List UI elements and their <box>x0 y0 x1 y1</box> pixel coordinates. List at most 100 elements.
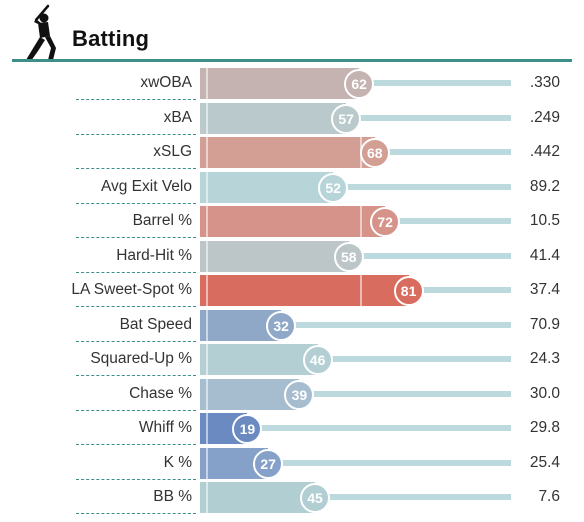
stat-value: 7.6 <box>538 488 560 505</box>
percentile-badge: 72 <box>370 207 401 237</box>
stat-value: 89.2 <box>529 177 560 195</box>
stat-label: LA Sweet-Spot % <box>71 281 192 298</box>
bar-gridline <box>206 102 208 134</box>
stat-row: Bat Speed 32 70.9 <box>0 308 584 343</box>
percentile-track <box>200 390 511 397</box>
percentile-track <box>200 356 511 362</box>
stat-label: Bat Speed <box>119 315 192 333</box>
bar-gridline <box>360 275 362 306</box>
percentile-bar <box>200 275 409 306</box>
percentile-bar <box>200 68 360 99</box>
stat-value: 10.5 <box>529 212 560 229</box>
percentile-track <box>200 494 511 500</box>
row-divider <box>76 375 196 376</box>
stat-row: xBA 57 .249 <box>0 101 584 136</box>
row-divider <box>76 133 196 135</box>
percentile-bar <box>200 171 334 203</box>
bar-gridline <box>206 206 208 237</box>
percentile-bar <box>200 240 349 272</box>
stat-row: Squared-Up % 46 24.3 <box>0 342 584 377</box>
row-divider <box>76 202 196 204</box>
row-divider <box>76 513 196 514</box>
stat-label: Avg Exit Velo <box>100 177 192 195</box>
percentile-bar <box>200 344 318 375</box>
stat-label: Chase % <box>129 384 192 402</box>
stat-row: Chase % 39 30.0 <box>0 377 584 412</box>
bar-gridline <box>206 344 208 375</box>
percentile-bar <box>200 206 386 237</box>
stat-row: Whiff % 19 29.8 <box>0 411 584 446</box>
row-divider <box>76 306 196 307</box>
title-underline <box>12 59 572 62</box>
percentile-track <box>200 459 511 466</box>
stat-label: K % <box>163 453 192 471</box>
bar-gridline <box>206 309 208 341</box>
row-divider <box>76 340 196 342</box>
stat-row: Avg Exit Velo 52 89.2 <box>0 170 584 205</box>
stat-value: 70.9 <box>529 315 560 333</box>
bar-gridline <box>360 206 362 237</box>
percentile-bar <box>200 102 347 134</box>
stat-value: 24.3 <box>529 350 560 367</box>
bar-gridline <box>206 378 208 410</box>
percentile-badge: 68 <box>359 138 390 168</box>
row-divider <box>76 271 196 273</box>
stat-label: xSLG <box>153 143 192 160</box>
percentile-badge: 32 <box>266 310 297 341</box>
percentile-bar <box>200 378 300 410</box>
stat-label: xBA <box>163 108 192 126</box>
stat-row: K % 27 25.4 <box>0 446 584 481</box>
row-divider <box>76 237 196 238</box>
bar-gridline <box>206 68 208 99</box>
row-divider <box>76 99 196 100</box>
bar-gridline <box>206 482 208 513</box>
stat-value: .330 <box>529 74 560 91</box>
stat-row: xwOBA 62 .330 <box>0 66 584 101</box>
stat-label: Whiff % <box>138 419 192 436</box>
bar-gridline <box>206 240 208 272</box>
percentile-badge: 62 <box>344 69 375 99</box>
section-header: Batting <box>0 0 584 62</box>
stat-label: Hard-Hit % <box>116 246 192 264</box>
percentile-badge: 81 <box>393 276 424 306</box>
stat-label: xwOBA <box>140 74 192 91</box>
stat-value: 30.0 <box>529 384 560 402</box>
stat-row: Hard-Hit % 58 41.4 <box>0 239 584 274</box>
bar-gridline <box>206 171 208 203</box>
percentile-badge: 39 <box>284 379 315 410</box>
stat-value: 41.4 <box>529 246 560 264</box>
stat-label: BB % <box>153 488 192 505</box>
bar-gridline <box>206 413 208 444</box>
percentile-badge: 46 <box>302 345 333 375</box>
stat-label: Barrel % <box>132 212 192 229</box>
percentile-bar <box>200 137 375 168</box>
row-divider <box>76 409 196 411</box>
percentile-bar <box>200 482 315 513</box>
percentile-badge: 57 <box>331 103 362 134</box>
percentile-badge: 52 <box>318 172 349 203</box>
percentile-badge: 45 <box>300 483 330 513</box>
bar-gridline <box>206 275 208 306</box>
row-divider <box>76 478 196 480</box>
stat-label: Squared-Up % <box>90 350 192 367</box>
stat-row: LA Sweet-Spot % 81 37.4 <box>0 273 584 308</box>
percentile-badge: 27 <box>253 448 284 479</box>
percentile-track <box>200 321 511 328</box>
stat-row: BB % 45 7.6 <box>0 480 584 515</box>
batter-silhouette-icon <box>26 4 56 61</box>
stat-value: 25.4 <box>529 453 560 471</box>
row-divider <box>76 444 196 445</box>
stat-value: .442 <box>529 143 560 160</box>
stat-row: xSLG 68 .442 <box>0 135 584 170</box>
percentile-badge: 58 <box>333 241 364 272</box>
stat-value: .249 <box>529 108 560 126</box>
stat-value: 37.4 <box>529 281 560 298</box>
stat-value: 29.8 <box>529 419 560 436</box>
section-title: Batting <box>72 26 150 51</box>
stat-row: Barrel % 72 10.5 <box>0 204 584 239</box>
bar-gridline <box>206 137 208 168</box>
row-divider <box>76 168 196 169</box>
percentile-track <box>200 425 511 431</box>
bar-gridline <box>206 447 208 479</box>
percentile-badge: 19 <box>232 414 263 444</box>
